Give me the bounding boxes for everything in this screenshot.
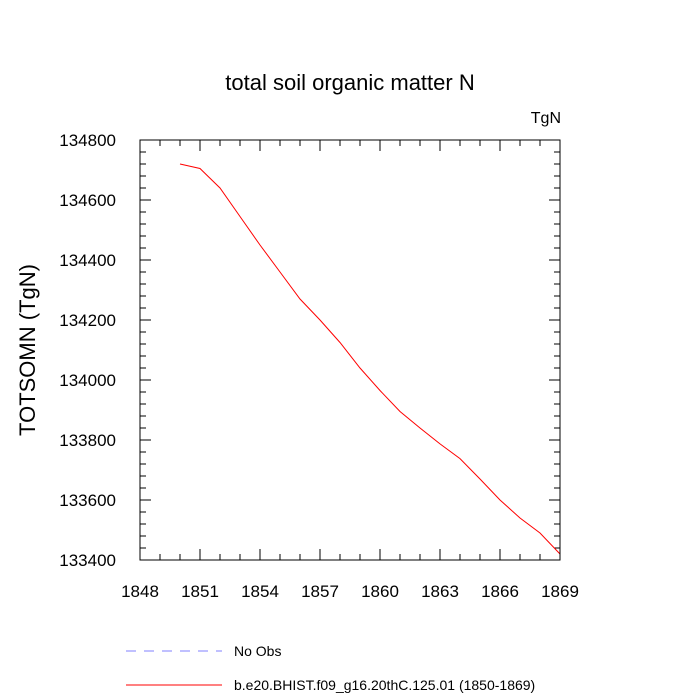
legend: No Obs b.e20.BHIST.f09_g16.20thC.125.01 (… (126, 643, 535, 693)
y-tick-label: 133400 (59, 551, 116, 570)
units-label: TgN (531, 110, 561, 127)
y-tick-label: 134400 (59, 251, 116, 270)
x-tick-label: 1869 (541, 582, 579, 601)
x-tick-label: 1863 (421, 582, 459, 601)
tick-labels: 1848 1851 1854 1857 1860 1863 1866 1869 133400 13… (59, 131, 579, 601)
y-axis-label: TOTSOMN (TgN) (15, 264, 40, 436)
series-line (179, 163, 561, 555)
x-tick-label: 1857 (301, 582, 339, 601)
chart-title: total soil organic matter N (225, 70, 474, 95)
y-tick-label: 134000 (59, 371, 116, 390)
y-tick-label: 134200 (59, 311, 116, 330)
axis-ticks (139, 139, 561, 561)
x-tick-label: 1860 (361, 582, 399, 601)
y-tick-label: 134600 (59, 191, 116, 210)
plot-frame (139, 139, 561, 561)
legend-label: b.e20.BHIST.f09_g16.20thC.125.01 (1850-1… (234, 677, 535, 693)
y-tick-label: 133600 (59, 491, 116, 510)
x-tick-label: 1848 (121, 582, 159, 601)
x-tick-label: 1851 (181, 582, 219, 601)
legend-label: No Obs (234, 643, 281, 659)
y-tick-label: 134800 (59, 131, 116, 150)
x-tick-label: 1866 (481, 582, 519, 601)
series-lines (179, 163, 561, 555)
x-tick-label: 1854 (241, 582, 279, 601)
y-tick-label: 133800 (59, 431, 116, 450)
